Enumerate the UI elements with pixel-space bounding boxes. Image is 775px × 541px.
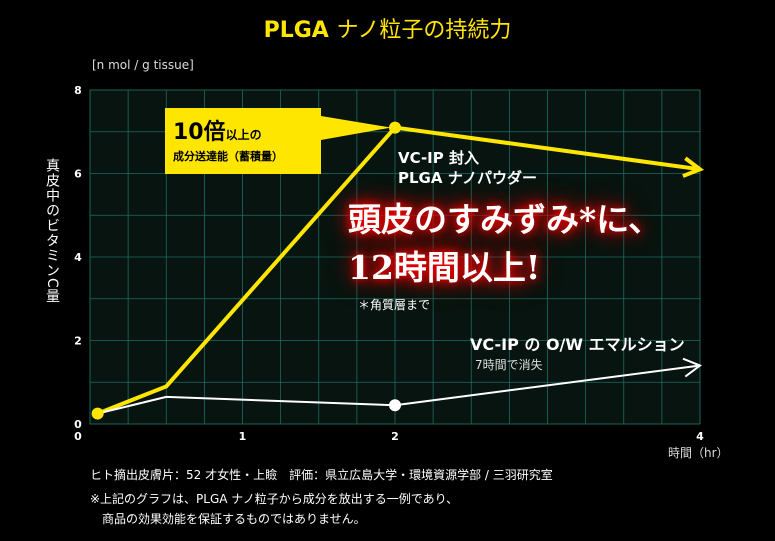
source-text: ヒト摘出皮膚片：52 才女性・上瞼 評価：県立広島大学・環境資源学部 / 三羽研…	[90, 468, 553, 482]
peak-point-marker	[389, 121, 401, 134]
series-label-emulsion: VC-IP の O/W エマルション	[470, 335, 685, 354]
callout-big: 10倍	[173, 120, 226, 145]
arrowhead-nanopowder	[682, 156, 705, 178]
y-tick-label: 2	[74, 335, 82, 348]
x-tick-label: 2	[391, 430, 399, 443]
series-line-nanopowder	[96, 125, 701, 416]
callout-small: 以上の	[225, 128, 262, 142]
x-tick-label: 0	[74, 430, 82, 443]
headline-line1: 頭皮のすみずみ*に、	[348, 200, 662, 239]
callout-pointer	[321, 116, 391, 140]
title-rest: ナノ粒子の持続力	[336, 18, 512, 43]
callout-line2: 成分送達能（蓄積量）	[173, 150, 283, 163]
arrowhead-emulsion	[682, 357, 703, 378]
headline-line2: 12時間以上!	[348, 248, 541, 287]
callout-box: 10倍以上の 成分送達能（蓄積量）	[165, 108, 321, 174]
x-axis-label: 時間（hr）	[668, 446, 729, 460]
series-label-nanopowder: VC-IP 封入 PLGA ナノパウダー	[398, 148, 537, 188]
y-tick-label: 0	[74, 418, 82, 431]
y-tick-label: 8	[74, 84, 82, 97]
headline: 頭皮のすみずみ*に、 12時間以上!	[348, 196, 661, 292]
series-line-emulsion	[97, 364, 701, 415]
x-tick-label: 4	[696, 430, 704, 443]
y-tick-label: 4	[74, 251, 82, 264]
footnote: ＊角質層まで	[358, 298, 431, 312]
emulsion-point-marker	[389, 399, 401, 412]
y-tick-label: 6	[74, 168, 82, 181]
vcip-line1: VC-IP 封入	[398, 149, 479, 167]
start-point-marker	[91, 407, 104, 420]
chart-title: PLGA ナノ粒子の持続力	[0, 12, 775, 44]
disclaimer-line1: ※上記のグラフは、PLGA ナノ粒子から成分を放出する一例であり、	[90, 492, 459, 506]
y-unit: [n mol / g tissue]	[92, 58, 194, 72]
x-tick-label: 1	[239, 430, 247, 443]
y-axis-label: 真皮中のビタミンC量	[44, 158, 60, 304]
title-prefix: PLGA	[263, 18, 329, 43]
disclaimer-line2: 商品の効果効能を保証するものではありません。	[102, 512, 366, 526]
vcip-line2: PLGA ナノパウダー	[398, 169, 537, 187]
series-sublabel-emulsion: 7時間で消失	[475, 358, 543, 372]
